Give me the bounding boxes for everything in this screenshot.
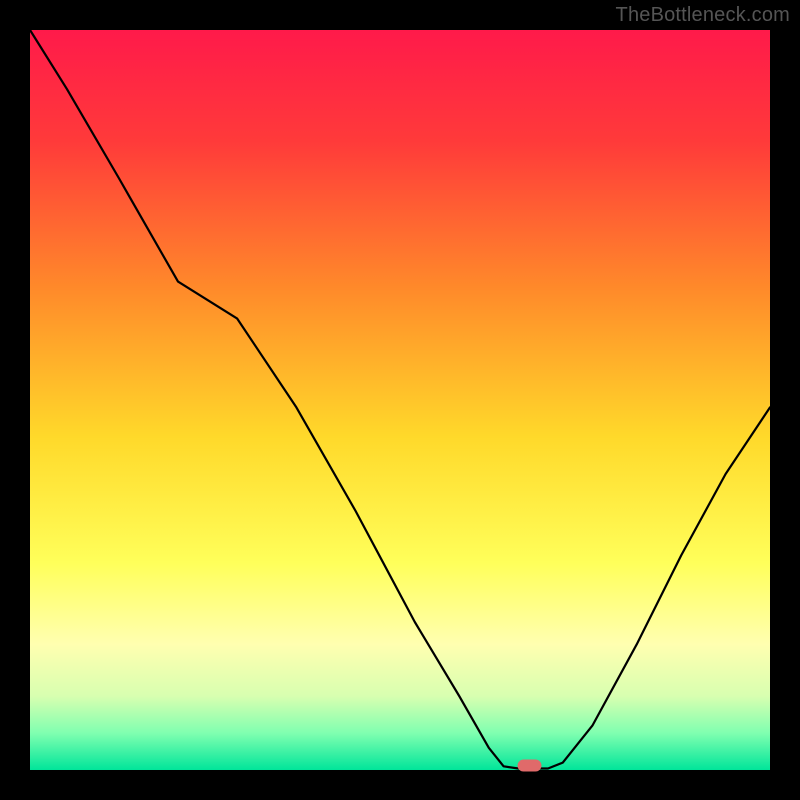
bottleneck-chart (0, 0, 800, 800)
minimum-marker (518, 760, 542, 772)
chart-container: TheBottleneck.com (0, 0, 800, 800)
watermark-text: TheBottleneck.com (616, 4, 790, 27)
plot-gradient-background (30, 30, 770, 770)
